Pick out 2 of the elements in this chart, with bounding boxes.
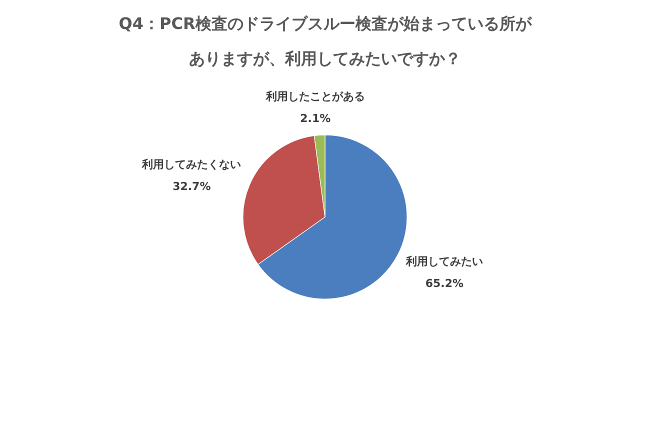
title: ありますが、利用してみたいですか？ (189, 49, 461, 68)
title: Q4：PCR検査のドライブスルー検査が始まっている所が (118, 14, 532, 33)
